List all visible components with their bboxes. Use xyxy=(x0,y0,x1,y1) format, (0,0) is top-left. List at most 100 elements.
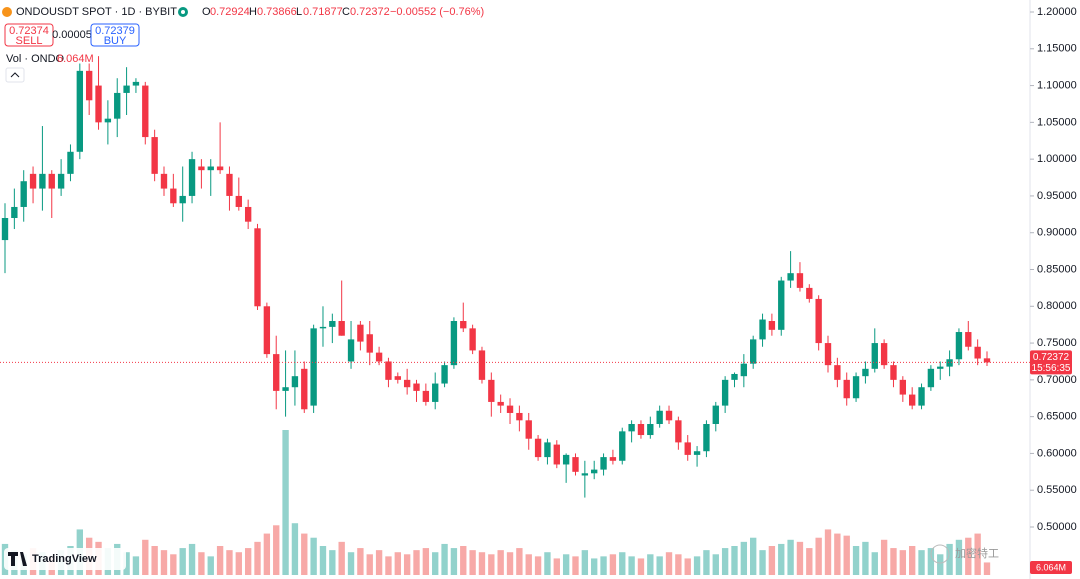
candle-body xyxy=(815,298,822,344)
volume-bar xyxy=(357,548,364,575)
candle-body xyxy=(553,444,560,465)
watermark-text: 加密特工 xyxy=(955,546,999,560)
candle-body xyxy=(946,359,953,367)
candle-body xyxy=(544,442,551,458)
buy-label: BUY xyxy=(104,35,127,47)
buy-button[interactable] xyxy=(90,23,140,47)
volume-bar xyxy=(478,552,486,575)
volume-bar xyxy=(712,554,719,575)
volume-bar xyxy=(497,550,504,575)
volume-bar xyxy=(516,548,523,575)
volume-bar xyxy=(750,537,757,575)
volume-bar xyxy=(637,558,645,575)
y-tick-label: 0.50000 xyxy=(1037,521,1077,533)
volume-bar xyxy=(955,539,963,575)
watermark-icon xyxy=(930,544,950,564)
volume-bar xyxy=(460,546,467,575)
volume-bar xyxy=(506,552,514,575)
trade-buttons: 0.72374 SELL 0.00005 0.72379 BUY xyxy=(4,23,140,47)
candle-body xyxy=(647,424,654,436)
candle-body xyxy=(329,321,336,327)
volume-bar xyxy=(375,550,383,575)
volume-bar xyxy=(983,562,991,575)
candle-body xyxy=(432,383,439,402)
candle-body xyxy=(338,321,345,336)
candle-body xyxy=(974,346,981,359)
volume-bar xyxy=(291,523,299,575)
volume-bar xyxy=(525,554,532,575)
open-value: 0.72924 xyxy=(210,6,250,18)
candle-body xyxy=(207,166,214,171)
volume-bar xyxy=(647,554,654,575)
candle-body xyxy=(310,328,317,406)
candle-body xyxy=(48,173,55,189)
candle-body xyxy=(57,173,65,189)
volume-bar xyxy=(806,548,813,575)
candle-body xyxy=(927,368,935,388)
candle-body xyxy=(600,457,607,470)
candle-body xyxy=(132,81,140,86)
volume-bar xyxy=(581,550,589,575)
last-price-label: 0.72372 xyxy=(1033,352,1070,363)
collapse-button[interactable] xyxy=(5,67,25,83)
volume-bar xyxy=(319,546,327,575)
volume-bar xyxy=(600,556,607,575)
candle-body xyxy=(899,379,907,395)
volume-bar xyxy=(432,552,439,575)
volume-bar xyxy=(974,533,981,575)
volume-bar xyxy=(179,548,186,575)
candle-body xyxy=(20,181,27,207)
volume-bar xyxy=(656,556,663,575)
candle-body xyxy=(740,363,748,377)
y-tick-label: 0.65000 xyxy=(1037,411,1077,423)
candle-body xyxy=(787,273,794,281)
candle-body xyxy=(918,387,925,406)
candle-body xyxy=(796,273,804,288)
symbol-icon xyxy=(2,7,12,17)
last-price-box xyxy=(1030,350,1072,375)
logo: TradingView xyxy=(4,548,126,570)
candle-body xyxy=(665,410,673,421)
sell-label: SELL xyxy=(16,35,43,47)
candle-body xyxy=(534,438,542,458)
sell-button[interactable] xyxy=(4,23,54,47)
candle-body xyxy=(357,324,364,342)
volume-bar xyxy=(918,550,925,575)
volume-bar xyxy=(909,546,916,575)
change-value: −0.00552 (−0.76%) xyxy=(390,6,484,18)
candle-body xyxy=(85,70,93,101)
volume-bar xyxy=(301,533,308,575)
volume-bar xyxy=(198,552,205,575)
volume-bar xyxy=(693,556,701,575)
watermark: 加密特工 xyxy=(930,544,999,564)
candle-body xyxy=(291,376,299,388)
volume-bar xyxy=(338,541,345,575)
y-tick-label: 0.70000 xyxy=(1037,374,1077,386)
candle-body xyxy=(263,306,271,355)
last-volume-label: 6.064M xyxy=(1036,562,1066,572)
volume-bar xyxy=(488,554,495,575)
candle-body xyxy=(721,379,729,406)
candle-body xyxy=(862,368,869,377)
volume-bar xyxy=(394,552,401,575)
candle-body xyxy=(254,228,261,307)
candle-body xyxy=(39,173,46,189)
volume-bar xyxy=(899,550,907,575)
candle-body xyxy=(282,387,289,391)
volume-bar xyxy=(572,556,579,575)
candle-body xyxy=(880,343,888,366)
volume-bar xyxy=(329,550,336,575)
volume-bar xyxy=(151,546,158,575)
volume-bar xyxy=(731,546,738,575)
volume-bar xyxy=(123,552,130,575)
volume-title: Vol · ONDO xyxy=(6,53,65,65)
volume-bar xyxy=(871,552,878,575)
candle-body xyxy=(76,70,83,152)
candle-body xyxy=(450,321,458,366)
high-value: 0.73866 xyxy=(257,6,297,18)
candle-body xyxy=(965,332,972,347)
candle-body xyxy=(983,358,991,363)
volume-bar xyxy=(843,535,850,575)
